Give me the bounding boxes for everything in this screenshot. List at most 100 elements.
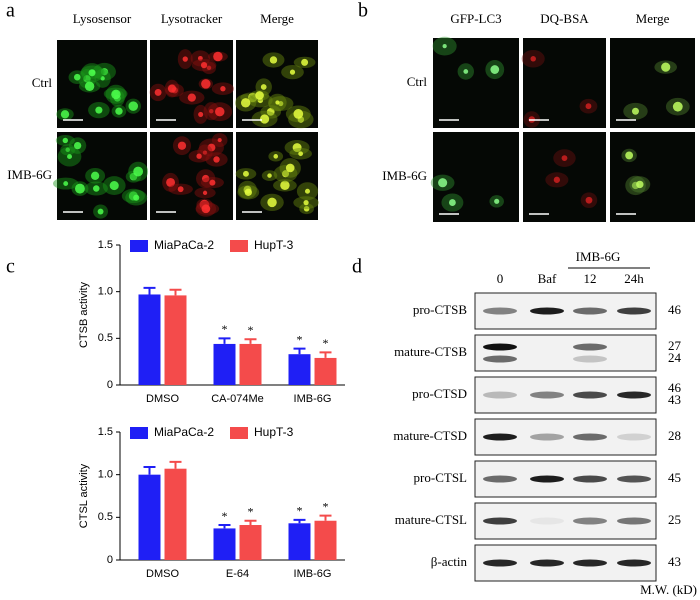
cell-spot (301, 58, 309, 66)
error-bar (293, 347, 306, 355)
column-header: Lysotracker (161, 11, 223, 26)
error-bar (244, 338, 257, 344)
column-header: GFP-LC3 (450, 11, 501, 26)
row-label: Ctrl (32, 75, 53, 90)
cell-spot (201, 204, 211, 214)
cell-spot (636, 180, 644, 189)
mw-label: 46 (668, 302, 682, 317)
cell-spot (202, 150, 207, 155)
cell-spot (197, 55, 203, 61)
mw-label: 25 (668, 512, 681, 527)
row-label: Ctrl (407, 74, 428, 89)
cell-spot (202, 190, 208, 195)
significance: * (297, 332, 303, 346)
cell-spot (209, 108, 214, 114)
cell-spot (220, 86, 226, 92)
cell-spot (260, 84, 267, 90)
error-bar (218, 337, 231, 344)
error-bar (143, 286, 156, 295)
cell-spot (215, 106, 225, 117)
band (483, 391, 517, 399)
cell-spot (255, 91, 264, 100)
band (530, 307, 564, 315)
cell-spot (530, 56, 536, 62)
cell-spot (240, 98, 251, 108)
cell-spot (625, 151, 634, 160)
cell-spot (84, 81, 95, 91)
band (573, 343, 607, 351)
cell-spot (201, 79, 211, 89)
error-bar (319, 351, 332, 358)
cell-spot (206, 65, 212, 71)
mw-label: 46 (668, 380, 682, 395)
blot (474, 334, 657, 372)
micrograph (236, 40, 318, 128)
cell-spot (93, 185, 100, 192)
cell-spot (293, 109, 304, 119)
cell-spot (490, 65, 500, 74)
bar (239, 343, 262, 385)
cell-spot (275, 100, 280, 105)
cell-spot (266, 107, 275, 116)
y-tick-label: 1.5 (98, 239, 113, 251)
significance: * (323, 336, 329, 350)
error-bar (169, 288, 182, 296)
cell-spot (298, 151, 304, 157)
y-axis-label: CTSB activity (78, 281, 90, 348)
micrograph (150, 132, 233, 220)
bar (288, 523, 311, 560)
cell-spot (259, 114, 270, 124)
cell-spot (177, 141, 187, 150)
cell-spot (198, 111, 204, 117)
mw-label: 28 (668, 428, 681, 443)
band (617, 433, 651, 441)
band (573, 391, 607, 399)
micrograph (523, 132, 606, 222)
band (530, 475, 564, 483)
panel-label: b (358, 0, 368, 22)
micrograph (433, 38, 519, 128)
mw-unit: M.W. (kD) (640, 582, 697, 597)
band (573, 517, 607, 525)
micrograph (433, 132, 519, 222)
band (483, 355, 517, 363)
legend-swatch (230, 427, 248, 439)
column-header: Merge (260, 11, 294, 26)
bar (164, 295, 187, 385)
bar (138, 474, 161, 560)
x-tick-label: DMSO (146, 568, 179, 580)
significance: * (222, 322, 228, 336)
cell-spot (213, 156, 220, 163)
x-tick-label: IMB-6G (294, 393, 332, 405)
error-bar (319, 514, 332, 521)
blot-label: β-actin (431, 554, 468, 569)
cell-spot (303, 205, 310, 212)
error-bar (244, 519, 257, 526)
cell-spot (182, 56, 188, 62)
cell-spot (242, 170, 249, 177)
legend-swatch (130, 427, 148, 439)
mw-label: 27 (668, 338, 682, 353)
band (483, 433, 517, 441)
cell-spot (267, 197, 277, 208)
bar (314, 520, 337, 560)
panel-label: d (352, 256, 362, 278)
cell-spot (289, 69, 296, 75)
mw-label: 43 (668, 392, 681, 407)
band (530, 559, 564, 567)
cell-spot (209, 179, 216, 186)
cell-spot (128, 101, 139, 111)
cell-spot (167, 84, 177, 93)
lane-label: 0 (497, 271, 504, 286)
significance: * (248, 504, 254, 518)
cell-spot (65, 147, 70, 153)
cell-spot (73, 141, 82, 150)
blot-label: mature-CTSL (395, 512, 467, 527)
cell-spot (585, 196, 593, 204)
cell-spot (207, 143, 216, 152)
panel-label: c (6, 256, 15, 278)
cell-spot (273, 154, 279, 159)
cell-spot (217, 138, 222, 143)
cell-spot (213, 51, 223, 62)
